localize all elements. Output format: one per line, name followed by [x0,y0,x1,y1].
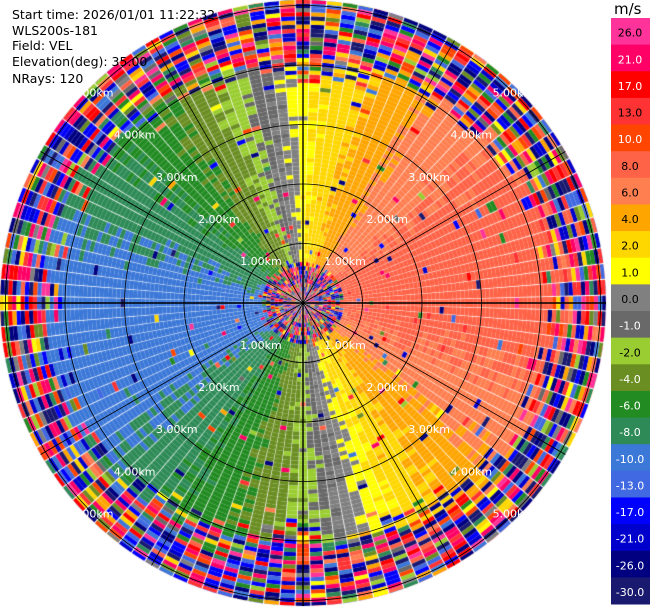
colorbar-swatch [611,97,650,126]
azimuth-spoke [302,302,566,455]
azimuth-spoke [151,302,304,566]
colorbar-tick-label: -10.0 [616,453,644,466]
ring-label: 2.00km [198,381,240,394]
ring-label: 3.00km [156,171,198,184]
start-time-label: Start time: 2026/01/01 11:22:32 [12,7,216,22]
colorbar-tick-label: -2.0 [619,346,640,359]
ring-label: 4.00km [451,129,493,142]
colorbar-swatch [611,151,650,179]
colorbar-tick-label: -17.0 [616,506,644,519]
colorbar-swatch [611,364,650,392]
colorbar-swatch [611,524,650,552]
ring-label: 1.00km [324,339,366,352]
colorbar-tick-label: 8.0 [621,160,639,173]
colorbar-swatch [611,204,650,232]
colorbar-tick-label: 4.0 [621,213,639,226]
colorbar-swatch [611,417,650,445]
colorbar-tick-label: 26.0 [618,27,643,40]
colorbar-unit: m/s [614,0,642,18]
colorbar-swatch [611,390,650,419]
ring-label: 4.00km [114,129,156,142]
ring-label: 2.00km [366,381,408,394]
ring-label: 2.00km [198,213,240,226]
ring-label: 1.00km [240,339,282,352]
colorbar-swatch [611,124,650,152]
colorbar-swatch [611,284,650,312]
ring-label: 1.00km [324,255,366,268]
colorbar-tick-label: -26.0 [616,559,644,572]
colorbar-swatch [611,470,650,498]
colorbar-tick-label: 17.0 [618,80,643,93]
colorbar-swatch [611,337,650,365]
azimuth-spoke [40,151,304,304]
colorbar-tick-label: 0.0 [621,293,639,306]
colorbar-tick-label: -21.0 [616,533,644,546]
azimuth-spoke [151,40,304,304]
ring-label: 2.00km [366,213,408,226]
colorbar-tick-label: -8.0 [619,426,640,439]
colorbar-tick-label: -4.0 [619,373,640,386]
colorbar-swatch [611,231,650,259]
colorbar-tick-label: 21.0 [618,53,643,66]
colorbar-swatch [611,44,650,72]
ring-label: 5.00km [493,507,535,520]
colorbar-tick-label: -6.0 [619,400,640,413]
colorbar-swatch [611,71,650,99]
colorbar-swatch [611,444,650,472]
colorbar-tick-label: 2.0 [621,240,639,253]
instrument-label: WLS200s-181 [12,23,98,38]
colorbar-tick-label: 13.0 [618,107,643,120]
colorbar-swatch [611,177,650,205]
colorbar-swatch [611,550,650,578]
colorbar-tick-label: -30.0 [616,586,644,599]
colorbar-swatch [611,257,650,285]
colorbar-swatch [611,577,650,605]
ring-label: 3.00km [156,423,198,436]
nrays-label: NRays: 120 [12,71,84,86]
colorbar-tick-label: -1.0 [619,320,640,333]
ring-label: 5.00km [72,87,114,100]
azimuth-spoke [302,151,566,304]
colorbar-swatch [611,497,650,525]
ring-label: 1.00km [240,255,282,268]
colorbar-swatch [611,311,650,339]
ring-label: 5.00km [493,87,535,100]
ring-label: 4.00km [451,465,493,478]
azimuth-spoke [302,40,455,304]
colorbar-tick-label: 1.0 [621,266,639,279]
field-label: Field: VEL [12,38,73,53]
colorbar-swatch [611,18,650,46]
ring-label: 3.00km [408,423,450,436]
colorbar-tick-label: 10.0 [618,133,643,146]
azimuth-spoke [302,302,455,566]
colorbar-tick-label: 6.0 [621,186,639,199]
ring-label: 3.00km [408,171,450,184]
colorbar-tick-label: -13.0 [616,479,644,492]
azimuth-spoke [40,302,304,455]
elevation-label: Elevation(deg): 35.00 [12,54,148,69]
ring-label: 5.00km [72,507,114,520]
ring-label: 4.00km [114,465,156,478]
